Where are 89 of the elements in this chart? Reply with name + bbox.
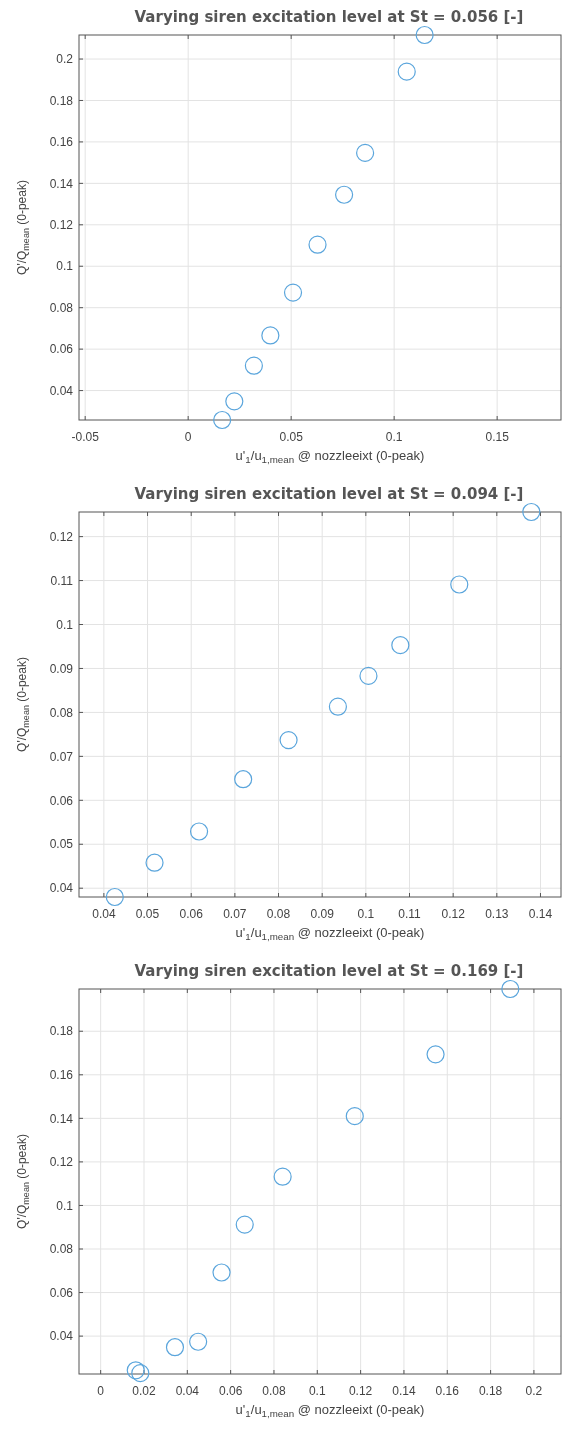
x-tick-label: 0.12 bbox=[441, 907, 466, 921]
chart-title: Varying siren excitation level at St = 0.056 [-] bbox=[134, 8, 524, 26]
x-tick-label: 0.07 bbox=[223, 907, 247, 921]
x-tick-label: 0.05 bbox=[135, 907, 160, 921]
x-tick-label: 0.06 bbox=[179, 907, 204, 921]
y-tick-label: 0.1 bbox=[56, 259, 74, 274]
point bbox=[450, 575, 469, 594]
x-tick-label: 0.12 bbox=[348, 1384, 373, 1398]
y-tick-label: 0.07 bbox=[49, 749, 74, 764]
x-axis-title: u'$_{1}$/u$_{1,mean}$ @ nozzleeixt (0-peak) bbox=[235, 1402, 425, 1419]
point bbox=[397, 62, 416, 81]
x-tick-label: 0.09 bbox=[310, 907, 335, 921]
x-tick-label: 0 bbox=[184, 430, 192, 444]
point bbox=[415, 25, 434, 45]
y-tick-label: 0.16 bbox=[49, 1068, 74, 1082]
point bbox=[328, 697, 347, 716]
x-axis-title: u'$_{1}$/u$_{1,mean}$ @ nozzleeixt (0-peak) bbox=[235, 448, 425, 465]
x-tick-label: 0.06 bbox=[218, 1384, 243, 1398]
point bbox=[105, 887, 124, 907]
x-tick-label: 0.04 bbox=[175, 1384, 200, 1398]
y-tick-label: 0.06 bbox=[49, 1285, 74, 1300]
point bbox=[244, 356, 263, 375]
point bbox=[131, 1364, 150, 1383]
y-tick-label: 0.08 bbox=[49, 705, 74, 720]
x-tick-label: 0 bbox=[97, 1384, 105, 1398]
x-tick-label: 0.02 bbox=[132, 1384, 156, 1398]
y-tick-label: 0.12 bbox=[49, 1155, 74, 1170]
point bbox=[522, 502, 541, 522]
y-tick-label: 0.14 bbox=[49, 176, 74, 191]
point bbox=[189, 822, 209, 841]
point bbox=[335, 185, 354, 204]
x-tick-label: 0.16 bbox=[435, 1384, 460, 1398]
x-tick-label: 0.2 bbox=[525, 1384, 543, 1398]
y-tick-label: 0.08 bbox=[49, 300, 74, 315]
point bbox=[501, 979, 520, 999]
y-tick-label: 0.04 bbox=[49, 881, 74, 896]
x-tick-label: 0.1 bbox=[385, 430, 403, 444]
x-tick-label: 0.04 bbox=[92, 907, 116, 921]
y-tick-label: 0.11 bbox=[50, 573, 74, 588]
x-tick-label: 0.13 bbox=[485, 907, 509, 921]
y-tick-label: 0.09 bbox=[49, 661, 74, 676]
y-tick-label: 0.06 bbox=[49, 342, 74, 357]
x-tick-label: 0.08 bbox=[262, 1384, 286, 1398]
y-tick-label: 0.1 bbox=[56, 617, 74, 632]
point bbox=[225, 392, 244, 411]
point bbox=[213, 410, 232, 430]
y-tick-label: 0.2 bbox=[56, 52, 74, 67]
x-tick-label: 0.15 bbox=[485, 430, 510, 444]
point bbox=[126, 1361, 145, 1380]
y-tick-label: 0.04 bbox=[49, 383, 74, 398]
y-tick-label: 0.1 bbox=[56, 1198, 74, 1213]
point bbox=[356, 143, 375, 162]
point bbox=[273, 1167, 292, 1186]
point bbox=[283, 283, 303, 302]
y-tick-label: 0.08 bbox=[49, 1242, 74, 1257]
point bbox=[391, 636, 410, 655]
x-tick-label: -0.05 bbox=[71, 430, 100, 444]
x-tick-label: 0.1 bbox=[308, 1384, 326, 1398]
y-tick-label: 0.18 bbox=[49, 1024, 74, 1039]
y-tick-label: 0.12 bbox=[49, 218, 74, 233]
x-tick-label: 0.1 bbox=[357, 907, 375, 921]
x-tick-label: 0.08 bbox=[266, 907, 291, 921]
y-tick-label: 0.18 bbox=[49, 93, 74, 108]
point bbox=[426, 1045, 445, 1064]
y-tick-label: 0.12 bbox=[49, 529, 74, 544]
x-axis-title: u'$_{1}$/u$_{1,mean}$ @ nozzleeixt (0-peak) bbox=[235, 925, 425, 942]
x-tick-label: 0.05 bbox=[279, 430, 304, 444]
x-tick-label: 0.14 bbox=[528, 907, 553, 921]
point bbox=[308, 235, 327, 254]
point bbox=[212, 1263, 231, 1282]
chart-title: Varying siren excitation level at St = 0.169 [-] bbox=[134, 962, 524, 980]
x-tick-label: 0.14 bbox=[392, 1384, 416, 1398]
y-tick-label: 0.05 bbox=[49, 837, 74, 852]
point bbox=[359, 666, 378, 686]
x-tick-label: 0.18 bbox=[478, 1384, 503, 1398]
y-tick-label: 0.16 bbox=[49, 135, 74, 150]
point bbox=[279, 731, 298, 750]
point bbox=[345, 1107, 364, 1126]
chart-title: Varying siren excitation level at St = 0.094 [-] bbox=[134, 485, 524, 503]
y-tick-label: 0.14 bbox=[49, 1111, 74, 1126]
y-tick-label: 0.06 bbox=[49, 793, 74, 808]
point bbox=[234, 770, 253, 789]
point bbox=[165, 1338, 185, 1357]
y-tick-label: 0.04 bbox=[49, 1329, 74, 1344]
x-tick-label: 0.11 bbox=[398, 907, 422, 921]
point bbox=[145, 853, 164, 872]
point bbox=[235, 1215, 254, 1234]
point bbox=[189, 1332, 208, 1351]
point bbox=[261, 326, 280, 345]
